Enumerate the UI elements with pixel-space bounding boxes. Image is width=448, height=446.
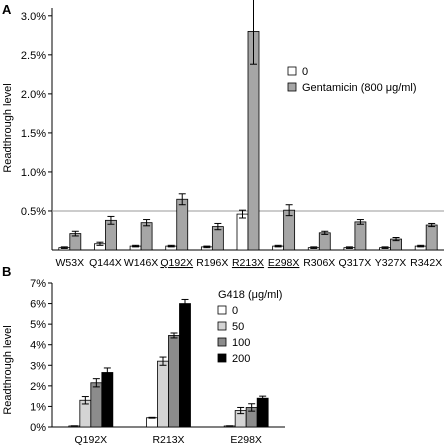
b-bar — [90, 382, 103, 428]
b-y-tick-label: 1% — [30, 401, 46, 413]
a-x-tick-label: R306X — [303, 257, 335, 269]
a-x-tick-label: Y327X — [375, 257, 407, 269]
panel-b-letter: B — [2, 264, 11, 279]
b-legend-label: 200 — [232, 353, 250, 365]
a-bar — [318, 232, 331, 251]
panel-b-y-axis-label: Readthrough level — [2, 325, 14, 414]
panel-a-y-axis-label: Readthrough level — [2, 83, 14, 172]
b-y-tick-label: 6% — [30, 299, 46, 311]
a-legend-swatch — [287, 82, 297, 92]
a-bar — [283, 209, 296, 251]
b-y-tick-label: 2% — [30, 381, 46, 393]
panel-a-letter: A — [2, 2, 12, 17]
b-legend-swatch — [217, 353, 227, 363]
a-x-tick-label: Q192X — [160, 257, 193, 269]
b-y-tick-label: 7% — [30, 278, 46, 290]
a-x-tick-label: Q144X — [89, 257, 122, 269]
b-legend-swatch — [217, 337, 227, 347]
panel-b: B Readthrough level 0% 1% 2% 3% 4% 5% 6% 7% Q19… — [2, 264, 285, 446]
a-bar — [105, 219, 117, 251]
a-bar — [354, 221, 367, 251]
a-bar — [140, 222, 153, 251]
b-bar — [256, 397, 269, 428]
a-bar — [176, 198, 189, 251]
a-x-tick-label: W53X — [56, 257, 85, 269]
b-x-tick-label: Q192X — [74, 434, 107, 446]
a-y-tick-label: 2.0% — [21, 89, 46, 101]
b-y-tick-label: 0% — [30, 422, 46, 434]
a-y-tick-label: 0.5% — [21, 206, 46, 218]
a-bar — [236, 213, 249, 251]
b-x-tick-label: R213X — [152, 434, 184, 446]
a-x-tick-label: E298X — [268, 257, 300, 269]
b-bar — [146, 417, 158, 428]
b-legend-label: 100 — [232, 337, 250, 349]
b-y-tick-label: 3% — [30, 360, 46, 372]
b-bar — [168, 335, 180, 428]
b-legend-swatch — [217, 305, 227, 315]
a-bar — [425, 224, 438, 251]
a-x-tick-label: R342X — [410, 257, 442, 269]
a-x-tick-label: W146X — [124, 257, 158, 269]
b-legend-swatch — [217, 321, 227, 331]
a-y-tick-label: 1.0% — [21, 167, 46, 179]
panel-a: A Readthrough level 0.5% 1.0% 1.5% 2.0% 2.5%… — [2, 0, 444, 269]
b-bar — [157, 360, 169, 428]
a-x-tick-label: R196X — [196, 257, 228, 269]
a-y-tick-label: 2.5% — [21, 50, 46, 62]
b-y-tick-label: 4% — [30, 340, 46, 352]
b-legend-label: 50 — [232, 321, 244, 333]
b-bar — [101, 372, 114, 428]
b-legend-label: 0 — [232, 305, 238, 317]
b-y-tick-label: 5% — [30, 319, 46, 331]
a-x-tick-label: R213X — [232, 257, 264, 269]
b-legend-title: G418 (μg/ml) — [218, 289, 282, 301]
a-x-tick-label: Q317X — [339, 257, 372, 269]
a-legend-label: Gentamicin (800 μg/ml) — [302, 82, 417, 94]
a-legend-label: 0 — [302, 66, 308, 78]
b-x-tick-label: E298X — [230, 434, 262, 446]
a-y-tick-label: 3.0% — [21, 11, 46, 23]
a-y-tick-label: 1.5% — [21, 128, 46, 140]
a-legend-swatch — [287, 66, 297, 76]
b-bar — [179, 303, 191, 428]
